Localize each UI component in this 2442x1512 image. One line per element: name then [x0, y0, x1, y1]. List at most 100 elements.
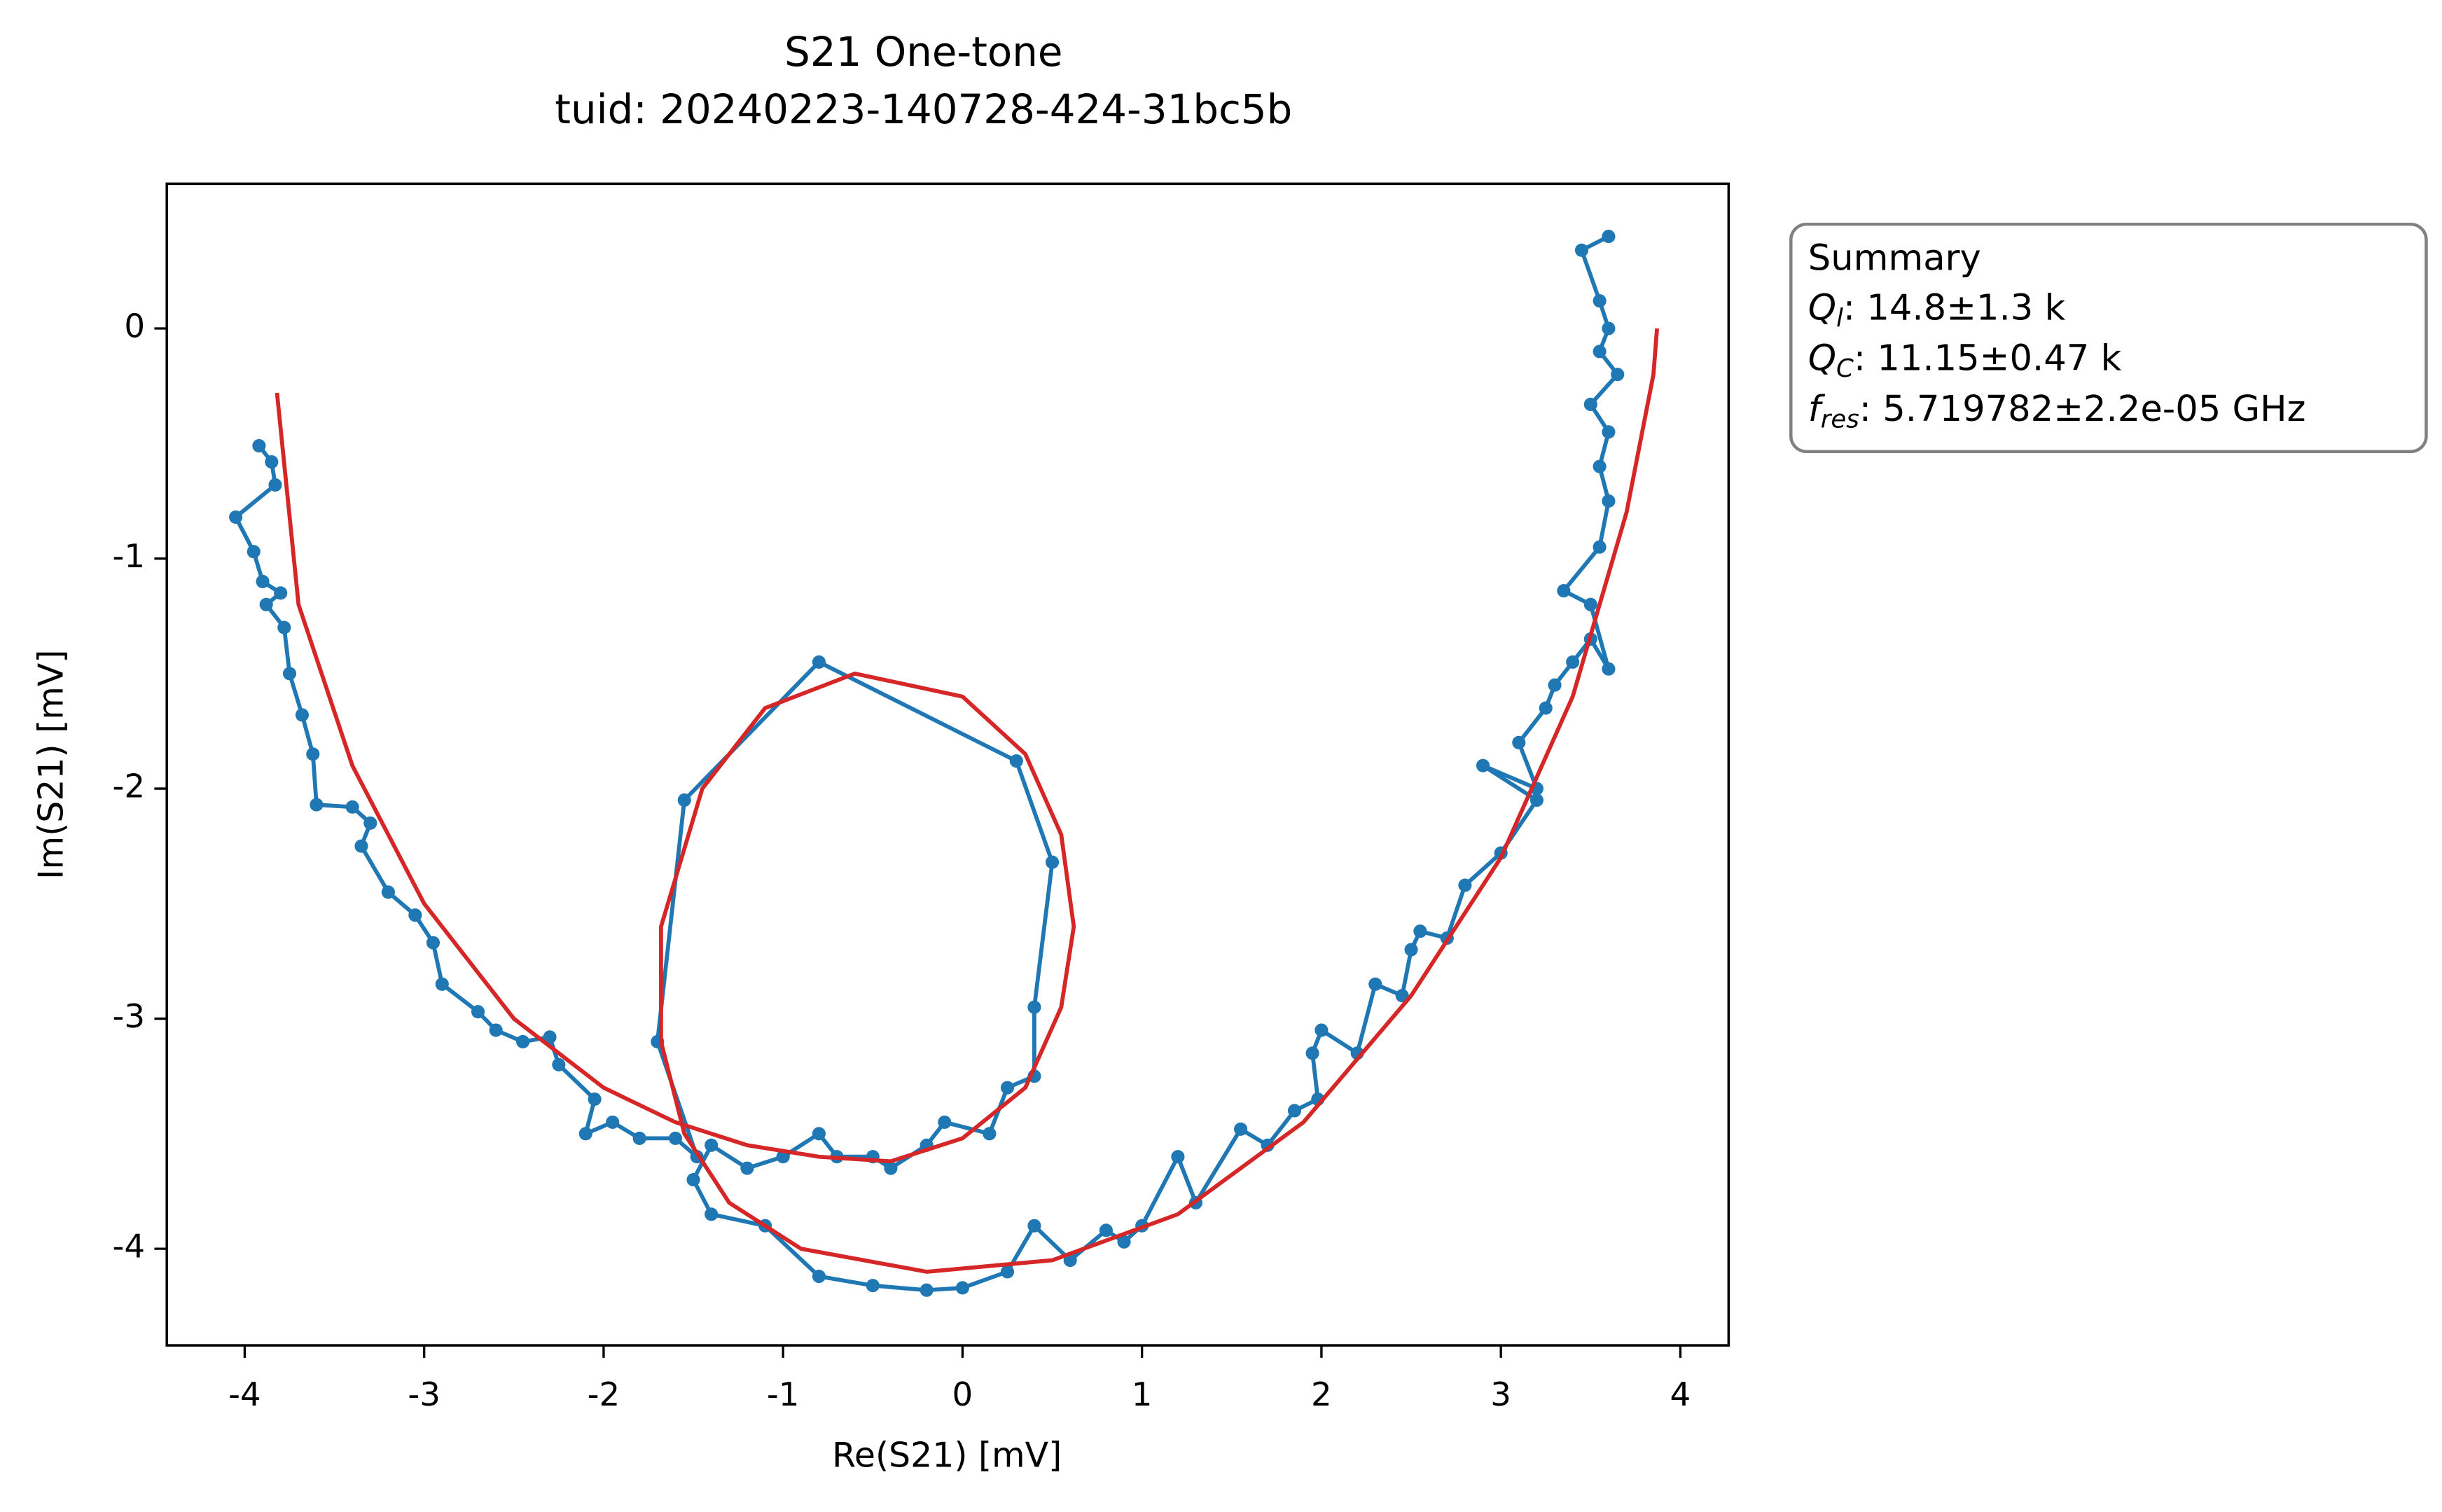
data-point [489, 1023, 503, 1037]
data-point [1593, 540, 1607, 554]
data-line [275, 328, 1660, 1274]
data-point [1305, 1046, 1319, 1060]
data-point [1593, 345, 1607, 359]
data-point [920, 1283, 934, 1297]
x-axis-label: Re(S21) [mV] [832, 1436, 1062, 1476]
data-point [1602, 494, 1616, 508]
data-point [955, 1281, 969, 1295]
annotation-box [1789, 222, 2428, 454]
data-point [1009, 754, 1023, 768]
annotation-line: Ql: 14.8±1.3 k [1808, 287, 2066, 332]
data-point [516, 1034, 530, 1048]
x-tick-label: 2 [1311, 1376, 1332, 1414]
data-point [866, 1279, 880, 1293]
data-point [578, 1127, 592, 1141]
data-point [1476, 758, 1490, 772]
data-point [1602, 425, 1616, 439]
data-point [259, 597, 273, 611]
data-point [1458, 878, 1472, 892]
data-point [1566, 655, 1580, 669]
data-point [363, 816, 377, 830]
data-point [938, 1115, 952, 1129]
data-point [1602, 321, 1616, 335]
annotation-subscript: l [1836, 304, 1843, 333]
annotation-title: Summary [1808, 237, 1981, 279]
data-point [1027, 1219, 1041, 1233]
data-point [1171, 1150, 1185, 1164]
data-point [277, 620, 291, 634]
data-point [354, 839, 368, 853]
x-tick-label: -4 [228, 1376, 261, 1414]
data-point [606, 1115, 620, 1129]
data-point [1395, 989, 1409, 1003]
data-point [295, 708, 309, 722]
data-point [705, 1207, 719, 1221]
y-tick-label: -2 [113, 768, 146, 806]
y-tick-label: -4 [113, 1228, 146, 1266]
data-point [1583, 397, 1597, 411]
chart-title: S21 One-tone [784, 28, 1062, 76]
data-point [632, 1131, 646, 1145]
data-point [552, 1057, 566, 1071]
data-point [408, 908, 422, 922]
data-point [543, 1030, 557, 1044]
data-point [1000, 1081, 1015, 1095]
data-point [306, 747, 320, 761]
data-point [1404, 943, 1418, 957]
data-point [1583, 597, 1597, 611]
data-point [668, 1131, 682, 1145]
data-point [252, 438, 266, 453]
annotation-symbol: Q [1808, 287, 1836, 328]
data-point [1117, 1235, 1131, 1249]
data-point [1611, 368, 1625, 382]
data-point [1548, 678, 1562, 692]
data-point [229, 510, 243, 524]
data-point [1539, 701, 1553, 715]
x-tick-label: 4 [1670, 1376, 1691, 1414]
data-point [1602, 230, 1616, 244]
data-point [1529, 793, 1543, 807]
chart-subtitle: tuid: 20240223-140728-424-31bc5b [555, 85, 1292, 133]
annotation-subscript: C [1836, 354, 1854, 383]
data-point [812, 655, 826, 669]
data-point [705, 1138, 719, 1152]
data-point [1045, 855, 1060, 869]
y-tick-label: -3 [113, 998, 146, 1036]
annotation-line: QC: 11.15±0.47 k [1808, 338, 2122, 383]
data-point [1593, 459, 1607, 473]
data-point [435, 977, 449, 991]
annotation-text: : 14.8±1.3 k [1843, 287, 2066, 328]
annotation-line: fres: 5.719782±2.2e-05 GHz [1808, 389, 2306, 434]
data-point [1512, 735, 1526, 749]
x-tick-label: -1 [767, 1376, 800, 1414]
data-point [1574, 243, 1589, 257]
data-point [1234, 1122, 1248, 1136]
data-line [233, 235, 1620, 1293]
annotation-subscript: res [1821, 405, 1859, 434]
data-point [265, 455, 279, 469]
data-point [345, 800, 359, 814]
annotation-symbol: Q [1808, 338, 1836, 380]
data-point [247, 545, 261, 559]
x-tick-label: 1 [1132, 1376, 1153, 1414]
data-point [677, 793, 691, 807]
data-point [310, 798, 324, 812]
data-point [686, 1172, 700, 1187]
data-point [274, 586, 288, 600]
data-point [1413, 924, 1427, 938]
data-point [426, 936, 440, 950]
data-point [1000, 1265, 1015, 1279]
x-tick-label: 0 [952, 1376, 973, 1414]
data-point [1368, 977, 1382, 991]
data-point [1287, 1104, 1302, 1118]
data-point [740, 1161, 754, 1175]
data-point [588, 1093, 602, 1107]
x-tick-label: -3 [408, 1376, 440, 1414]
x-tick-label: -2 [588, 1376, 620, 1414]
data-point [884, 1161, 898, 1175]
data-point [282, 667, 297, 681]
annotation-text: : 11.15±0.47 k [1854, 338, 2122, 380]
plot-frame [165, 182, 1730, 1347]
data-point [983, 1127, 997, 1141]
